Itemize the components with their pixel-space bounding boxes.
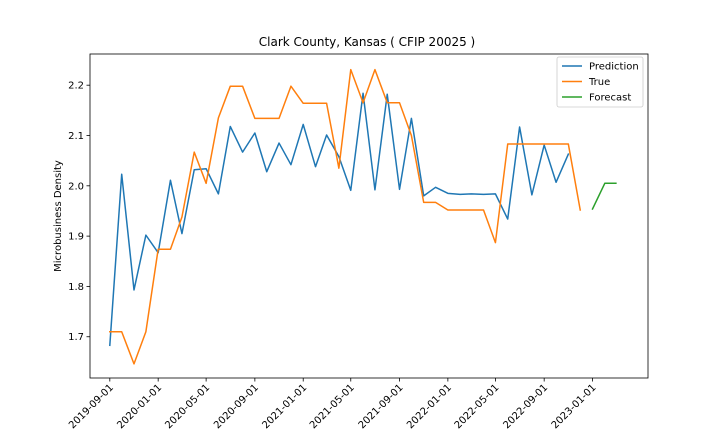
- legend-label-forecast: Forecast: [589, 93, 631, 104]
- y-tick-label: 2.0: [68, 181, 84, 192]
- axes-frame: [89, 53, 649, 379]
- plot-area: [109, 68, 617, 365]
- y-tick-label: 2.1: [68, 131, 84, 142]
- chart-title: Clark County, Kansas ( CFIP 20025 ): [259, 35, 475, 49]
- y-axis-title: Microbusiness Density: [53, 160, 64, 272]
- series-line-true: [109, 68, 582, 365]
- legend-box: [556, 56, 644, 108]
- y-tick-label: 2.2: [68, 81, 84, 92]
- y-tick-label: 1.9: [68, 232, 84, 243]
- legend: Prediction True Forecast: [556, 56, 644, 108]
- legend-label-true: True: [588, 77, 610, 88]
- legend-label-prediction: Prediction: [589, 62, 639, 73]
- series-line-prediction: [109, 92, 570, 347]
- series-line-forecast: [591, 182, 617, 210]
- y-tick-label: 1.7: [68, 332, 84, 343]
- y-tick-label: 1.8: [68, 282, 84, 293]
